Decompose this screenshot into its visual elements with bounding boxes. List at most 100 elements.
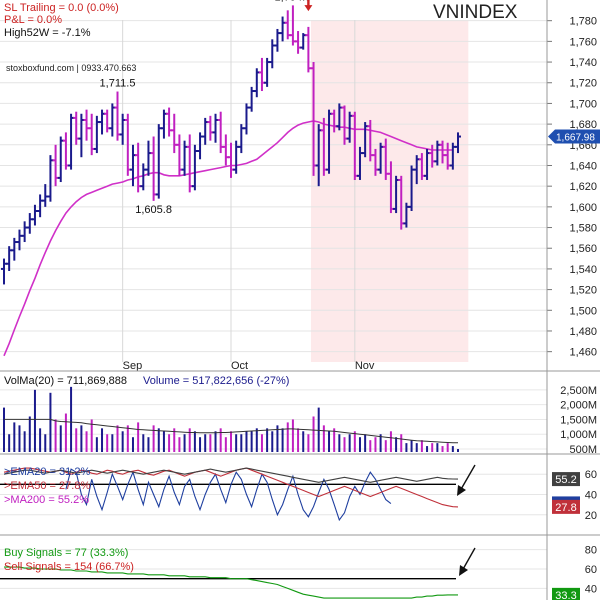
price-bar: [166, 107, 173, 137]
price-bar: [16, 229, 23, 251]
price-bar: [104, 109, 111, 133]
price-bar: [176, 134, 183, 176]
price-bar: [83, 109, 90, 141]
sl-trailing-label: SL Trailing = 0.0 (0.0%): [4, 2, 119, 14]
price-bar: [68, 113, 75, 170]
volume-ma-label: VolMa(20) = 711,869,888: [4, 375, 127, 387]
price-tick-label: 1,600: [569, 202, 597, 214]
price-tick-label: 1,540: [569, 264, 597, 276]
price-bar: [145, 140, 152, 176]
price-bars: [1, 5, 461, 285]
price-bar: [455, 132, 461, 154]
breadth-badge-ma200: [552, 472, 580, 487]
high52w-label: High52W = -7.1%: [4, 27, 91, 39]
buy-signals-legend: Buy Signals = 77 (33.3%): [4, 547, 128, 559]
price-bar: [78, 113, 85, 158]
price-bar: [191, 144, 198, 191]
price-bar: [202, 117, 209, 145]
price-bar: [171, 113, 178, 154]
volume-tick-label: 1,000M: [560, 429, 597, 441]
price-bar: [31, 204, 38, 226]
price-bar: [248, 86, 255, 112]
price-bar: [212, 113, 219, 143]
price-bar: [135, 142, 142, 193]
price-bar: [217, 111, 224, 154]
volume-tick-label: 1,500M: [560, 414, 597, 426]
ma200-legend: >MA200 = 55.2%: [4, 494, 89, 506]
price-bar: [228, 142, 234, 178]
signals-tick-label: 60: [585, 564, 597, 576]
volume-panel: 500M 1,000M 1,500M 2,000M 2,500M VolMa(20) =…: [0, 375, 597, 456]
volume-tick-label: 2,000M: [560, 400, 597, 412]
price-tick-label: 1,780: [569, 16, 597, 28]
price-bar: [284, 10, 291, 40]
volume-bars: [3, 386, 459, 452]
price-tick-label: 1,520: [569, 285, 597, 297]
price-bar: [233, 140, 240, 174]
month-label: Nov: [355, 360, 375, 372]
breadth-badge-label: 55.2: [555, 474, 576, 486]
price-tick-label: 1,640: [569, 160, 597, 172]
volume-tick-label: 500M: [569, 444, 597, 456]
volume-tick-label: 2,500M: [560, 385, 597, 397]
moving-average-line: [3, 120, 453, 357]
month-labels: Sep Oct Nov: [122, 20, 375, 372]
price-bar: [181, 140, 188, 176]
price-bar: [305, 26, 312, 73]
down-arrow-icon: [304, 0, 313, 12]
price-bar: [274, 28, 281, 52]
price-tick-label: 1,480: [569, 326, 597, 338]
price-bar: [11, 237, 18, 261]
last-price-tag: 1,667.98: [548, 129, 600, 144]
price-bar: [222, 134, 229, 166]
price-bar: [93, 115, 100, 154]
price-bar: [238, 124, 245, 154]
price-tick-label: 1,760: [569, 36, 597, 48]
price-annotation: 1,711.5: [100, 78, 136, 90]
breadth-arrow-icon: [457, 464, 476, 496]
price-bar: [57, 136, 64, 183]
price-tick-label: 1,620: [569, 181, 597, 193]
signals-gridlines: [0, 549, 547, 589]
month-label: Sep: [123, 360, 143, 372]
ema50-legend: >EMA50 = 27.8%: [4, 480, 90, 492]
price-bar: [155, 124, 162, 199]
price-tick-label: 1,720: [569, 78, 597, 90]
price-bar: [1, 258, 7, 285]
price-bar: [21, 221, 28, 243]
source-label: stoxboxfund.com | 0933.470.663: [6, 63, 136, 73]
volume-axis: 500M 1,000M 1,500M 2,000M 2,500M: [560, 385, 597, 456]
signals-line-buy: [4, 566, 458, 599]
price-bar: [62, 132, 69, 170]
price-bar: [289, 5, 296, 46]
last-price-label: 1,667.98: [556, 133, 595, 144]
price-tick-label: 1,580: [569, 223, 597, 235]
month-label: Oct: [231, 360, 248, 372]
price-bar: [42, 184, 49, 207]
price-bar: [207, 115, 214, 141]
pnl-label: P&L = 0.0%: [4, 14, 62, 26]
price-bar: [114, 91, 121, 141]
sell-signals-legend: Sell Signals = 154 (66.7%): [4, 561, 134, 573]
breadth-axis: 20 40 60: [585, 469, 597, 522]
volume-label: Volume = 517,822,656 (-27%): [143, 375, 289, 387]
breadth-tick-label: 40: [585, 490, 597, 502]
price-tick-label: 1,460: [569, 347, 597, 359]
breadth-badges: 55.231.227.8: [552, 472, 580, 514]
price-bar: [119, 113, 126, 145]
price-gridlines: [0, 20, 547, 353]
signals-panel: 40 60 80 33.3 Buy Signals = 77 (33.3%) Sel…: [0, 545, 597, 600]
price-bar: [6, 246, 13, 271]
price-axis: 1,460 1,480 1,500 1,520 1,540 1,560 1,580 1,600…: [547, 16, 597, 359]
volume-ma-line: [4, 418, 459, 444]
breadth-panel: 20 40 60 55.231.227.8 >EMA20 = 31.2% >EMA5…: [0, 464, 597, 522]
highlight-region: [310, 20, 469, 362]
signals-axis: 40 60 80: [585, 545, 597, 596]
breadth-series: [3, 467, 459, 522]
price-bar: [295, 31, 302, 54]
signals-badges: 33.3: [552, 587, 580, 600]
breadth-badge-ema50: [552, 499, 580, 514]
breadth-line-ema20: [65, 468, 392, 522]
breadth-tick-label: 60: [585, 469, 597, 481]
